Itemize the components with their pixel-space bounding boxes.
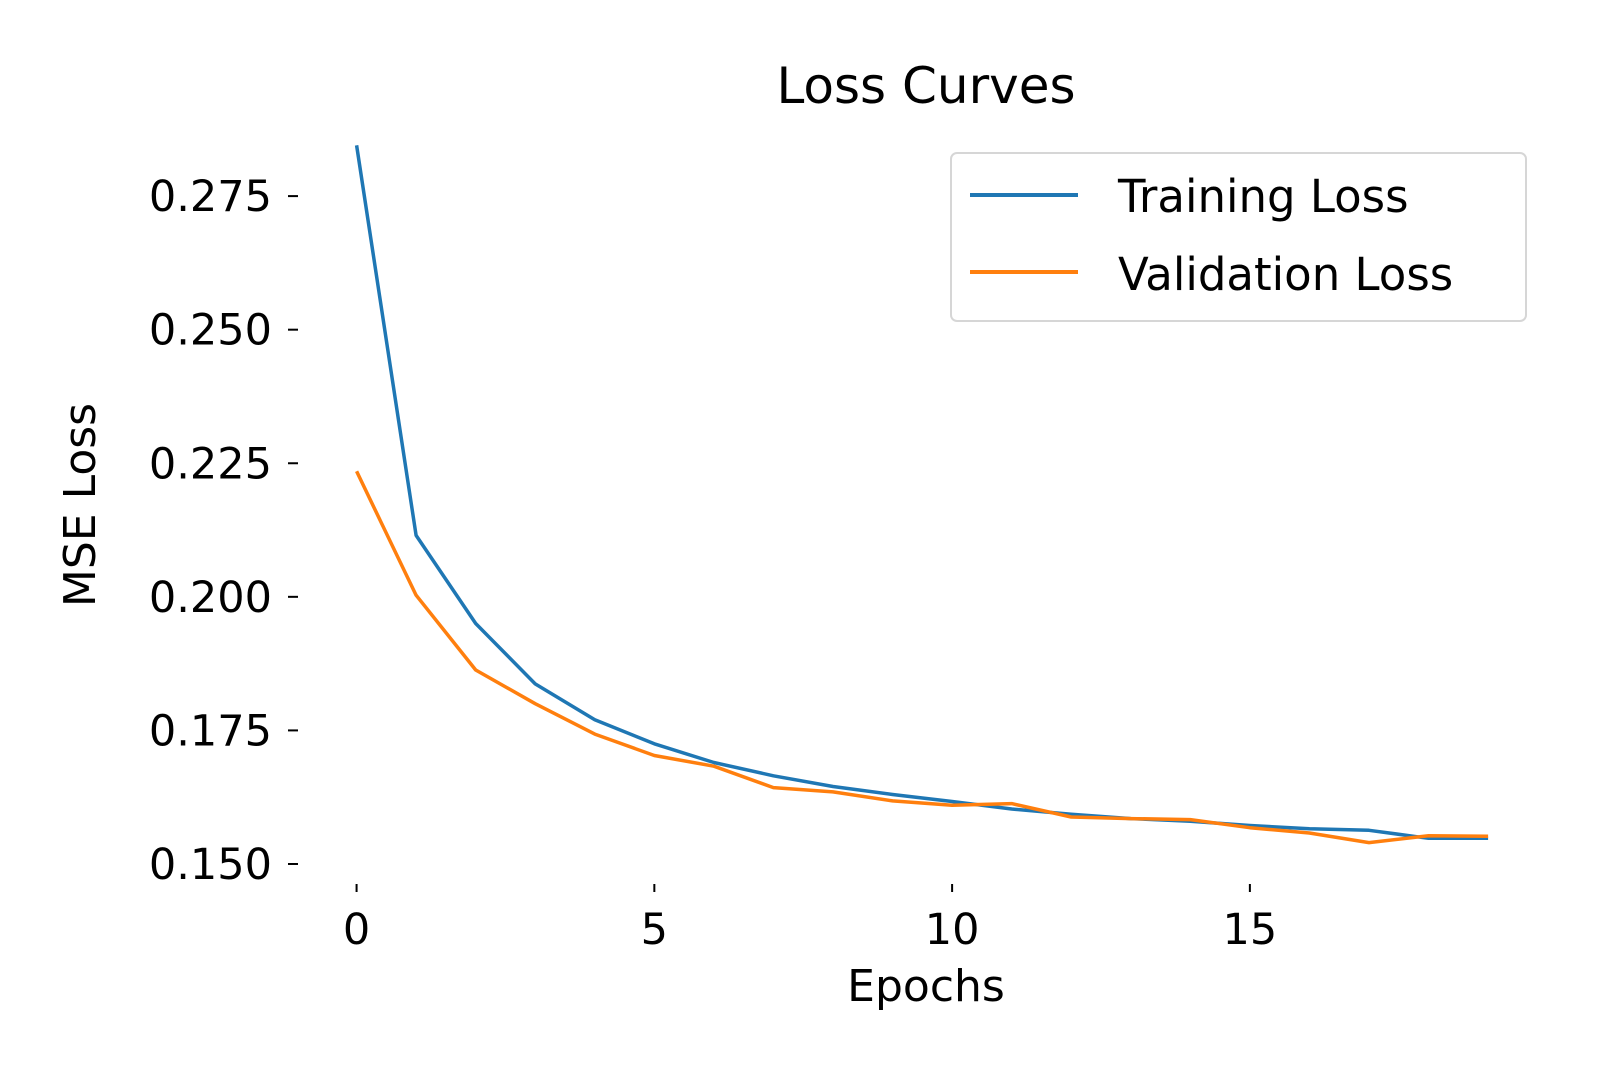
y-axis-ticks: 0.150 0.175 0.200 0.225 0.250 0.275 xyxy=(149,172,298,890)
x-axis-label: Epochs xyxy=(847,961,1005,1012)
y-tick-label: 0.275 xyxy=(149,172,272,222)
chart-title: Loss Curves xyxy=(776,57,1075,115)
legend-frame xyxy=(950,152,1527,322)
y-tick-label: 0.225 xyxy=(149,439,272,489)
series-line-training-loss xyxy=(354,145,1489,841)
legend: Training Loss Validation Loss xyxy=(950,152,1527,322)
x-axis-ticks: 0 5 10 15 xyxy=(343,884,1277,955)
y-tick-label: 0.250 xyxy=(149,306,272,356)
series-line-validation-loss xyxy=(355,470,1489,845)
y-tick-label: 0.150 xyxy=(149,840,272,890)
series-lines xyxy=(354,145,1489,845)
legend-label-validation-loss: Validation Loss xyxy=(1118,248,1453,301)
x-tick-label: 5 xyxy=(641,905,668,955)
y-tick-label: 0.175 xyxy=(149,706,272,756)
x-tick-label: 15 xyxy=(1223,905,1278,955)
x-tick-label: 10 xyxy=(925,905,980,955)
x-tick-label: 0 xyxy=(343,905,370,955)
y-tick-label: 0.200 xyxy=(149,573,272,623)
y-axis-label: MSE Loss xyxy=(55,403,106,607)
legend-label-training-loss: Training Loss xyxy=(1117,170,1409,223)
